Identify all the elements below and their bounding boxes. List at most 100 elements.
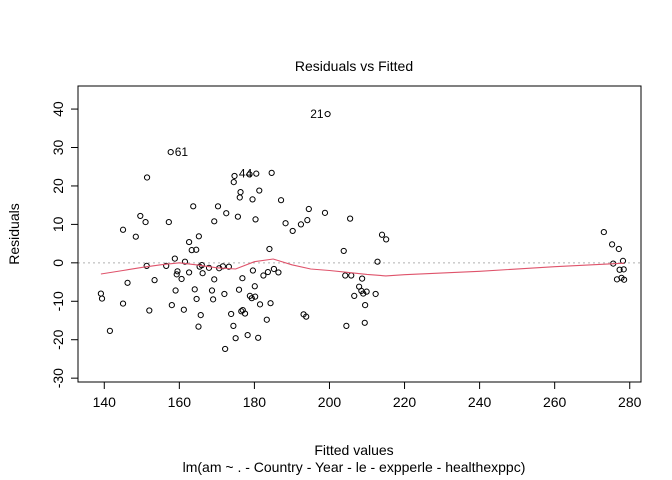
x-tick-label-1: 160: [168, 394, 192, 410]
data-point-115: [616, 266, 623, 273]
data-point-88: [303, 313, 310, 320]
data-point-31: [195, 323, 202, 330]
data-point-45: [221, 290, 228, 298]
point-label-61: 61: [175, 145, 189, 159]
data-point-2: [106, 327, 114, 334]
point-labels-layer: 21 61 44: [175, 107, 324, 181]
data-point-54: [234, 213, 241, 220]
y-tick-label-6: 30: [50, 140, 66, 156]
y-tick-label-2: -10: [50, 291, 66, 311]
data-point-53: [232, 335, 239, 342]
data-point-51: [230, 179, 237, 186]
data-point-1: [98, 295, 106, 302]
x-tick-label-0: 140: [93, 394, 117, 410]
data-point-96: [347, 215, 354, 222]
data-point-34: [197, 312, 204, 319]
data-point-74: [256, 301, 264, 308]
data-point-109: [383, 236, 390, 243]
data-point-40: [211, 276, 218, 283]
y-tick-label-4: 10: [50, 216, 66, 232]
data-point-7: [137, 212, 144, 220]
data-point-104: [361, 319, 368, 326]
data-point-76: [263, 316, 270, 323]
data-point-95: [343, 322, 350, 329]
data-point-4: [119, 226, 127, 233]
data-point-57: [237, 188, 244, 196]
data-point-50: [230, 322, 237, 329]
data-point-18: [173, 271, 180, 278]
x-axis-label: Fitted values: [314, 442, 393, 458]
data-point-73: [256, 187, 263, 194]
data-point-22: [180, 306, 187, 313]
point-label-44: 44: [239, 167, 253, 181]
data-point-47: [223, 210, 230, 217]
data-point-13: [163, 262, 170, 270]
data-point-90: [305, 205, 312, 213]
data-point-77: [264, 268, 272, 276]
data-point-49: [228, 310, 235, 318]
data-point-75: [260, 272, 267, 279]
data-point-71: [253, 170, 260, 177]
data-point-30: [193, 295, 200, 303]
data-point-39: [210, 296, 217, 303]
data-point-108: [378, 231, 386, 238]
data-point-19: [174, 268, 181, 275]
data-point-68: [251, 283, 258, 290]
y-tick-label-1: -20: [50, 329, 66, 349]
y-tick-label-7: 40: [50, 101, 66, 117]
data-point-94: [342, 272, 349, 279]
data-point-67: [249, 267, 257, 274]
data-point-118: [620, 266, 627, 273]
data-point-82: [275, 269, 282, 276]
data-point-52: [231, 172, 238, 180]
model-formula-subtitle: lm(am ~ . - Country - Year - le - expper…: [183, 459, 526, 475]
x-tick-label-4: 220: [393, 394, 417, 410]
data-point-11: [146, 307, 153, 314]
data-point-78: [266, 245, 273, 253]
data-point-37: [205, 264, 213, 271]
data-point-25: [185, 238, 193, 246]
data-point-105: [363, 288, 370, 295]
data-point-9: [143, 174, 151, 181]
data-point-36: [199, 270, 206, 277]
data-point-59: [239, 275, 246, 282]
data-point-21: [178, 275, 185, 283]
data-point-103: [362, 302, 369, 309]
data-point-72: [255, 334, 262, 341]
data-point-44: [219, 263, 226, 270]
data-point-101: [359, 275, 366, 282]
smooth-trend-line: [100, 258, 625, 277]
chart-title: Residuals vs Fitted: [295, 58, 413, 74]
data-point-93: [340, 247, 347, 255]
data-point-70: [252, 216, 259, 223]
data-point-55: [235, 286, 243, 293]
data-point-41: [211, 218, 218, 225]
data-point-65: [248, 295, 255, 302]
data-point-83: [277, 197, 285, 204]
data-point-91: [321, 209, 329, 216]
x-tick-label-5: 240: [468, 394, 492, 410]
data-point-27: [188, 247, 195, 254]
data-point-24: [185, 269, 193, 276]
data-point-14: [165, 218, 172, 226]
data-point-119: [621, 276, 628, 283]
data-point-8: [142, 218, 149, 226]
data-point-17: [171, 255, 178, 262]
data-point-110: [600, 228, 607, 236]
y-tick-label-5: 20: [50, 178, 66, 194]
data-point-26: [190, 203, 197, 210]
plot-frame: [77, 85, 642, 383]
data-point-15: [167, 149, 174, 156]
x-tick-label-3: 200: [318, 394, 342, 410]
data-point-3: [119, 300, 127, 307]
data-point-63: [246, 171, 253, 178]
data-point-69: [252, 293, 259, 300]
data-point-92: [324, 110, 331, 118]
data-point-86: [297, 221, 305, 228]
data-point-102: [360, 290, 367, 297]
data-point-98: [351, 292, 358, 299]
data-point-85: [289, 227, 296, 235]
y-tick-label-3: 0: [50, 259, 66, 267]
